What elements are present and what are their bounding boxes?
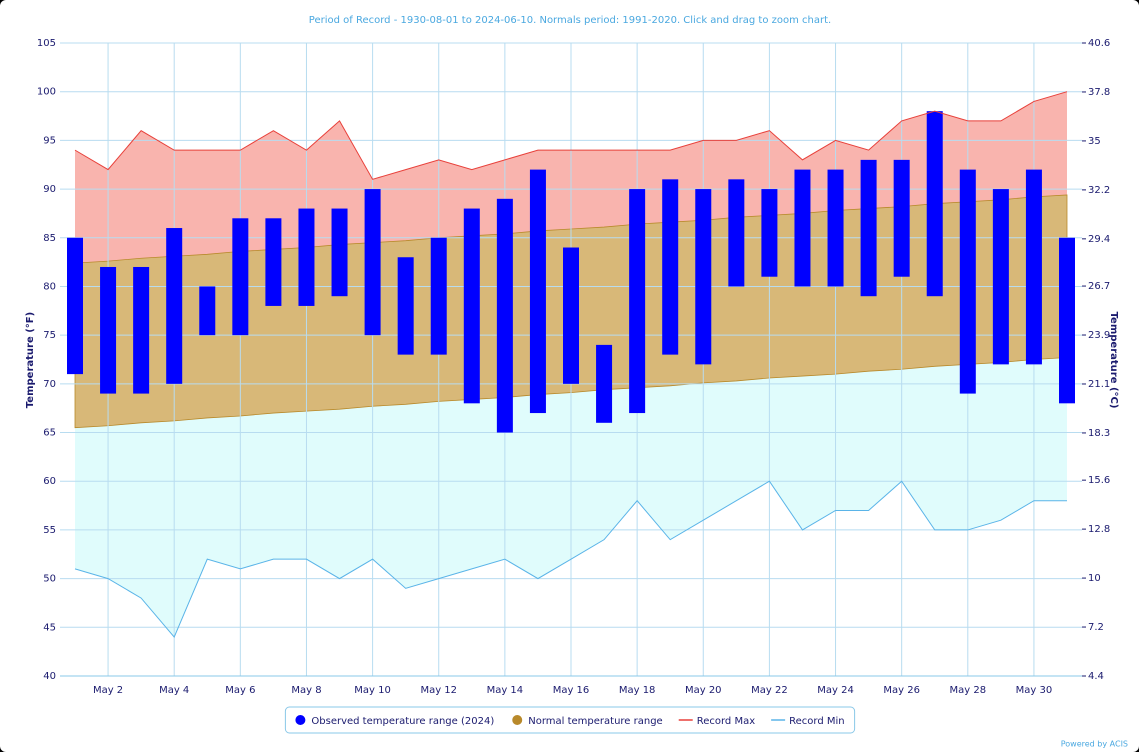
bar — [1059, 237, 1075, 404]
bar — [662, 179, 679, 355]
y-tick-label: 80 — [43, 281, 56, 292]
credit: Powered by ACIS — [1061, 740, 1128, 749]
y2-tick-label: 7.2 — [1088, 622, 1104, 633]
x-tick-label: May 22 — [751, 685, 788, 696]
chart-title: Period of Record - 1930-08-01 to 2024-06… — [309, 15, 831, 26]
legend-label: Record Min — [789, 716, 844, 727]
bar — [959, 169, 976, 394]
y-tick-label: 95 — [43, 135, 56, 146]
y-tick-label: 90 — [43, 184, 56, 195]
bar — [67, 237, 83, 375]
bar — [629, 189, 646, 414]
x-tick-label: May 6 — [225, 685, 255, 696]
bar — [430, 237, 447, 355]
bar — [1025, 169, 1042, 365]
y-tick-label: 50 — [43, 574, 56, 585]
x-tick-label: May 28 — [950, 685, 987, 696]
bar — [926, 111, 943, 297]
bar — [827, 169, 844, 287]
bar — [397, 257, 414, 355]
line — [74, 480, 1067, 638]
x-tick-label: May 4 — [159, 685, 189, 696]
bar — [860, 159, 877, 297]
x-tick-label: May 24 — [817, 685, 854, 696]
bar — [596, 344, 613, 423]
x-tick-label: May 30 — [1016, 685, 1053, 696]
y2-tick-label: 37.8 — [1088, 87, 1110, 98]
y-tick-label: 100 — [37, 87, 56, 98]
y-axis-title: Temperature (°F) — [25, 312, 36, 408]
bar — [695, 189, 712, 365]
x-tick-label: May 16 — [553, 685, 590, 696]
bar — [728, 179, 745, 287]
bar — [992, 189, 1009, 365]
bar — [331, 208, 348, 297]
x-tick-label: May 8 — [291, 685, 321, 696]
y-tick-label: 65 — [43, 428, 56, 439]
legend-marker — [295, 715, 306, 725]
bar — [133, 266, 150, 394]
y-tick-label: 55 — [43, 525, 56, 536]
y-tick-label: 70 — [43, 379, 56, 390]
y2-tick-label: 29.4 — [1088, 234, 1110, 245]
bar — [794, 169, 811, 287]
y2-tick-label: 18.3 — [1088, 428, 1110, 439]
x-tick-label: May 12 — [420, 685, 457, 696]
y2-tick-label: 26.7 — [1088, 281, 1110, 292]
y-tick-label: 85 — [43, 233, 56, 244]
x-tick-label: May 20 — [685, 685, 722, 696]
y-tick-label: 40 — [43, 671, 56, 682]
y-tick-label: 45 — [43, 622, 56, 633]
y2-axis-title: Temperature (°C) — [1108, 312, 1119, 409]
y2-tick-label: 21.1 — [1088, 379, 1110, 390]
y-tick-label: 105 — [37, 38, 56, 49]
y-tick-label: 60 — [43, 476, 56, 487]
bar — [529, 169, 546, 414]
bar — [496, 198, 513, 433]
y2-tick-label: 15.6 — [1088, 475, 1110, 486]
bar — [232, 218, 249, 336]
bar — [463, 208, 480, 404]
legend-label: Observed temperature range (2024) — [311, 716, 494, 727]
bar — [563, 247, 579, 384]
y2-tick-label: 35 — [1088, 136, 1101, 147]
x-tick-label: May 2 — [93, 685, 123, 696]
y-tick-label: 75 — [43, 330, 56, 341]
y2-tick-label: 32.2 — [1088, 185, 1110, 196]
x-tick-label: May 18 — [619, 685, 656, 696]
bar — [100, 266, 117, 394]
bar — [199, 286, 216, 336]
bar — [893, 159, 910, 277]
bar — [761, 189, 778, 277]
line — [74, 91, 1068, 180]
legend-marker — [512, 715, 523, 725]
bar — [265, 218, 282, 306]
y2-tick-label: 12.8 — [1088, 524, 1110, 535]
legend-label: Record Max — [697, 716, 755, 727]
y2-tick-label: 10 — [1088, 573, 1101, 584]
x-tick-label: May 26 — [883, 685, 920, 696]
legend-box — [284, 706, 856, 734]
bar — [166, 228, 183, 384]
bar — [364, 189, 381, 336]
legend-label: Normal temperature range — [528, 716, 662, 727]
legend: Observed temperature range (2024) Normal … — [284, 706, 856, 734]
x-tick-label: May 14 — [487, 685, 524, 696]
y2-tick-label: 23.9 — [1088, 330, 1110, 341]
y2-tick-label: 4.4 — [1088, 671, 1104, 682]
x-tick-label: May 10 — [354, 685, 391, 696]
y2-tick-label: 40.6 — [1088, 38, 1110, 49]
bar — [298, 208, 315, 306]
